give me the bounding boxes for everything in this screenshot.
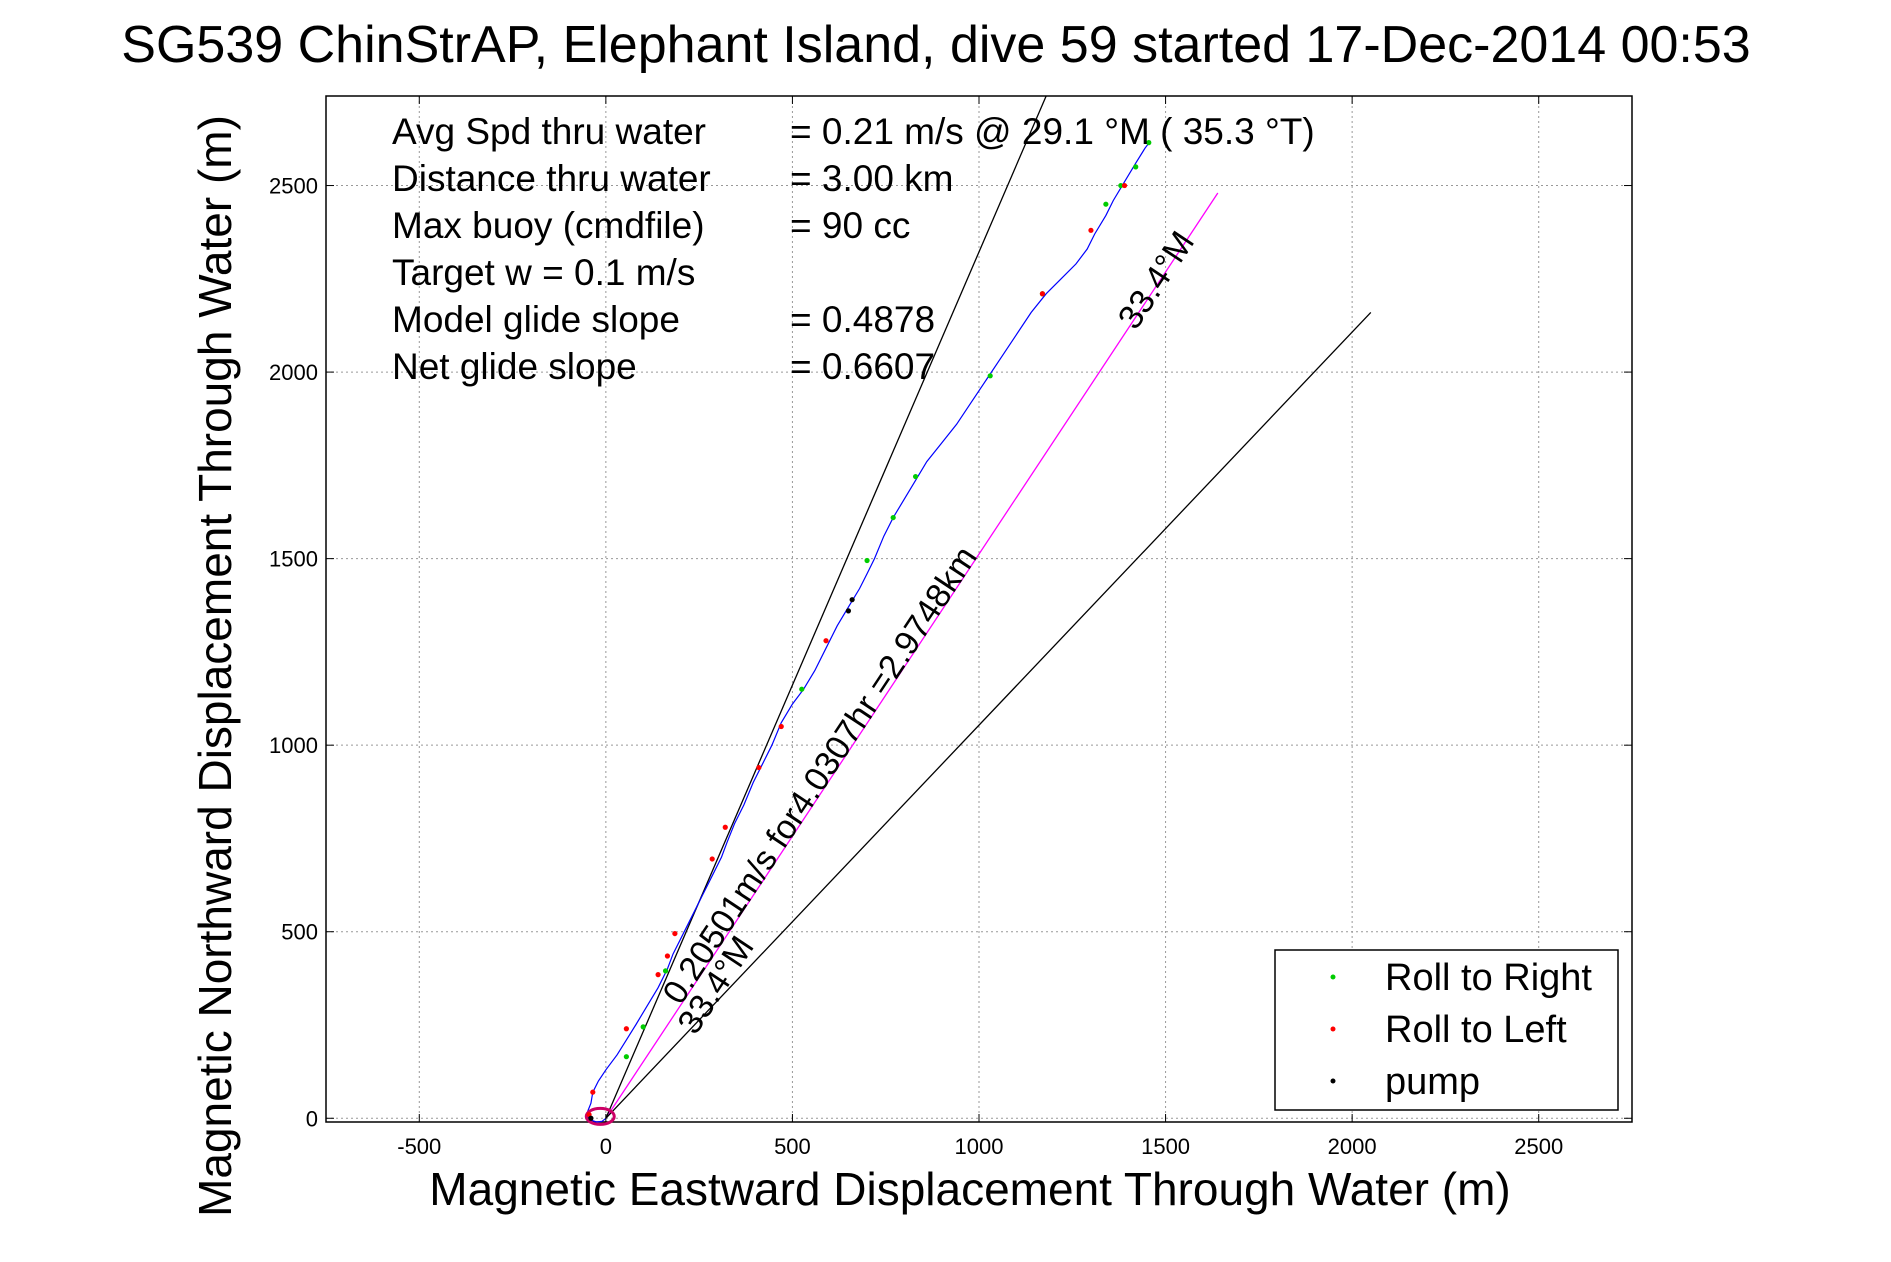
stat-label: Net glide slope [392, 346, 637, 387]
stat-value: = 0.6607 [790, 346, 935, 387]
legend-label-roll-left: Roll to Left [1385, 1009, 1567, 1051]
y-tick-label: 500 [281, 920, 318, 945]
stat-value: = 3.00 km [790, 158, 954, 199]
stat-value: = 0.4878 [790, 299, 935, 340]
roll-left-point [672, 930, 678, 937]
stat-label: Model glide slope [392, 299, 680, 340]
x-tick-label: 1500 [1141, 1134, 1190, 1159]
roll-left-point [623, 1026, 629, 1032]
roll-right-point [662, 968, 669, 974]
roll-right-point [987, 373, 993, 379]
markers [586, 140, 1152, 1121]
y-tick-label: 1000 [269, 733, 318, 758]
legend: Roll to Right Roll to Left pump [1274, 949, 1619, 1111]
roll-right-point [1133, 164, 1139, 170]
y-tick-label: 1500 [269, 547, 318, 572]
legend-marker-roll-right [1330, 974, 1336, 980]
roll-right-point [864, 557, 870, 564]
grid [326, 96, 1632, 1122]
pump-point [588, 1115, 594, 1121]
pump-point [845, 608, 852, 614]
roll-right-point [1118, 182, 1124, 189]
roll-right-point [799, 686, 805, 692]
roll-right-point [623, 1054, 629, 1060]
x-tick-label: -500 [397, 1134, 441, 1159]
roll-right-point [890, 514, 896, 521]
roll-right-point [1146, 140, 1152, 146]
roll-right-point [1103, 201, 1109, 207]
ticks: -500 0 500 1000 1500 2000 2500 0 500 1000 1500 2000… [269, 96, 1632, 1159]
x-tick-label: 2500 [1514, 1134, 1563, 1159]
y-axis-label: Magnetic Northward Displacement Through … [189, 115, 241, 1217]
x-tick-label: 500 [774, 1134, 811, 1159]
roll-left-point [1039, 291, 1046, 297]
roll-left-point [664, 953, 671, 959]
roll-left-point [823, 638, 829, 644]
roll-right-point [640, 1024, 646, 1030]
roll-left-point [709, 856, 715, 862]
x-tick-label: 0 [600, 1134, 612, 1159]
surface-loop [584, 1106, 616, 1126]
stat-label: Avg Spd thru water [392, 111, 706, 152]
legend-label-roll-right: Roll to Right [1385, 957, 1592, 999]
x-tick-label: 1000 [955, 1134, 1004, 1159]
roll-left-point [1088, 227, 1094, 233]
stat-value: = 90 cc [790, 205, 910, 246]
chart-title: SG539 ChinStrAP, Elephant Island, dive 5… [121, 16, 1750, 74]
legend-marker-roll-left [1330, 1026, 1336, 1032]
x-tick-label: 2000 [1328, 1134, 1377, 1159]
stat-label: Distance thru water [392, 158, 711, 199]
reference-line-0 [605, 192, 1219, 1119]
x-axis-label: Magnetic Eastward Displacement Through W… [429, 1163, 1510, 1215]
y-tick-label: 2500 [269, 174, 318, 199]
roll-left-point [722, 824, 728, 830]
stats-block: Avg Spd thru water = 0.21 m/s @ 29.1 °M (… [392, 111, 1315, 387]
y-tick-label: 0 [306, 1106, 318, 1131]
roll-left-point [756, 764, 762, 771]
reference-line-1 [605, 311, 1372, 1119]
y-tick-label: 2000 [269, 360, 318, 385]
reference-line-2 [605, 95, 1047, 1119]
stat-value: = 0.21 m/s @ 29.1 °M ( 35.3 °T) [790, 111, 1315, 152]
pump-point [849, 597, 855, 603]
legend-marker-pump [1330, 1078, 1336, 1084]
stat-label: Max buoy (cmdfile) [392, 205, 705, 246]
stat-label: Target w = 0.1 m/s [392, 252, 695, 293]
legend-label-pump: pump [1385, 1061, 1480, 1103]
roll-left-point [655, 972, 661, 978]
roll-left-point [1121, 182, 1128, 189]
roll-right-point [912, 473, 919, 480]
roll-left-point [778, 723, 784, 730]
roll-left-point [590, 1089, 596, 1095]
